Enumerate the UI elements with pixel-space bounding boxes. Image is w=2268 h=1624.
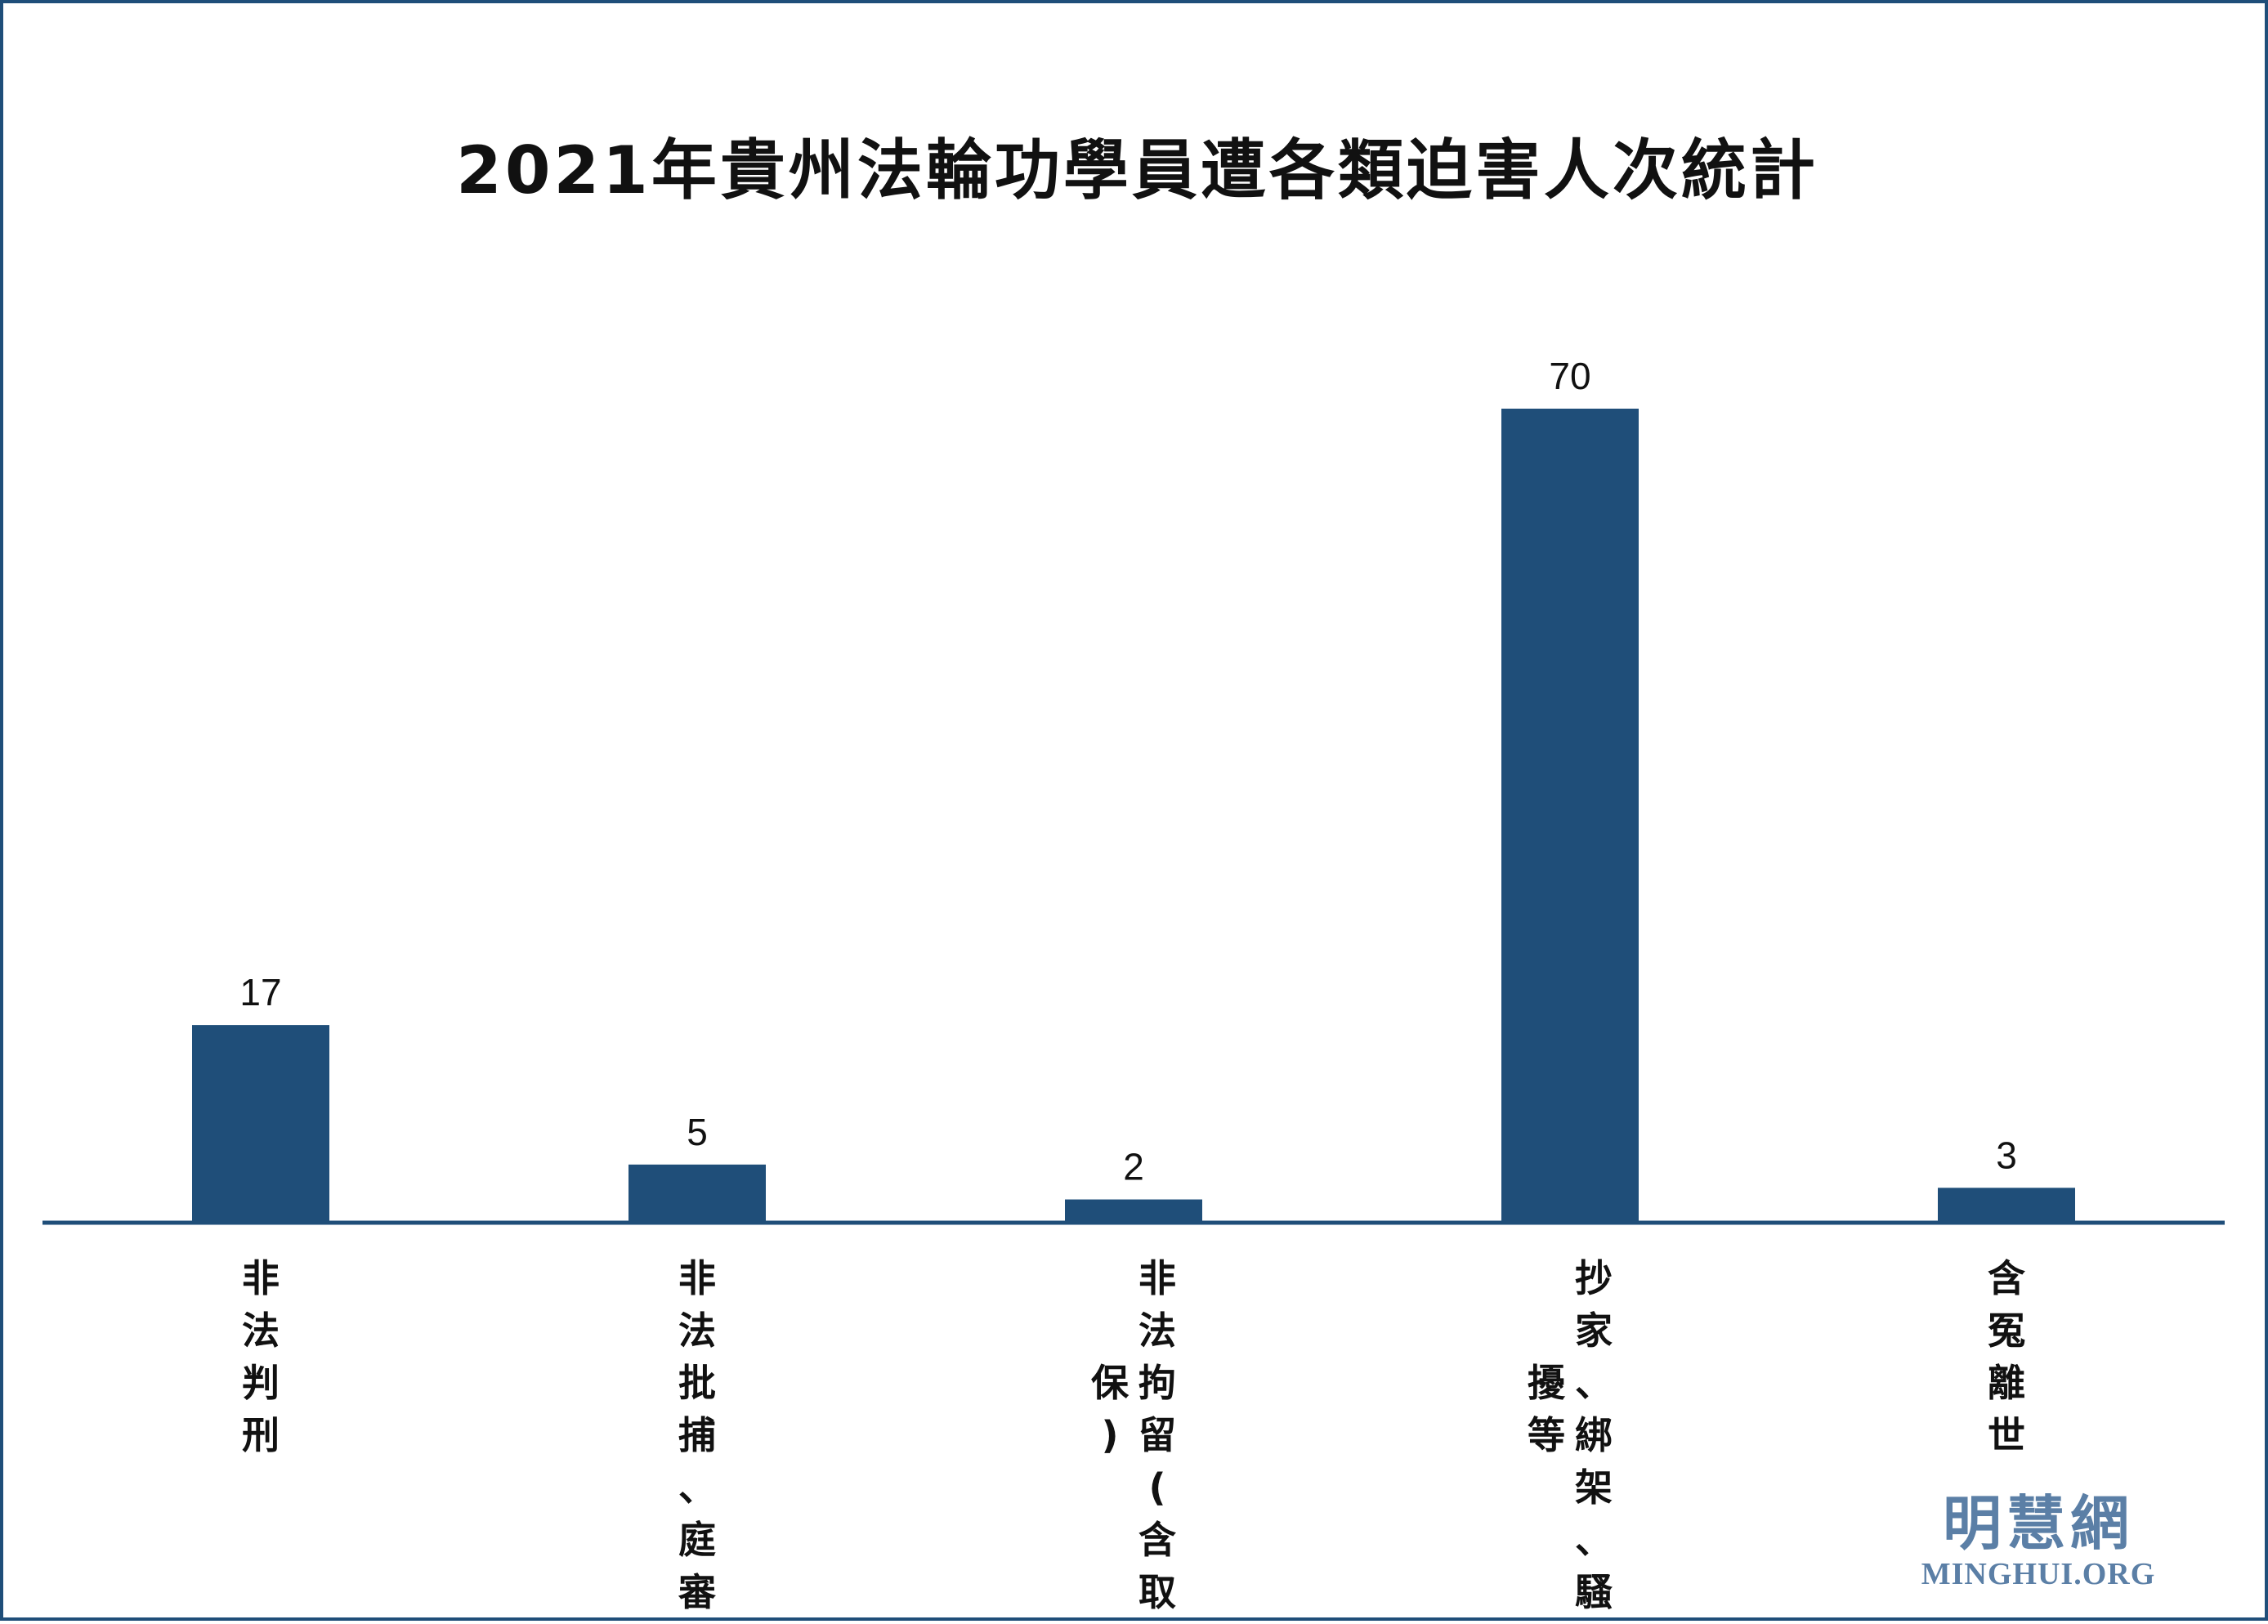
category-label-2-col-0: 非法拘留(含取 — [1138, 1256, 1176, 1614]
data-label-0: 17 — [239, 971, 281, 1013]
bar-4 — [1938, 1188, 2075, 1223]
bar-2 — [1065, 1199, 1202, 1223]
bar-3 — [1501, 409, 1639, 1223]
data-label-4: 3 — [1996, 1134, 2017, 1176]
data-label-1: 5 — [687, 1111, 708, 1153]
category-label-1-col-0: 非法批捕、庭審 — [678, 1256, 716, 1614]
category-label-3-col-0: 抄家、綁架、騷 — [1575, 1256, 1613, 1614]
category-label-4-col-0: 含冤離世 — [1988, 1256, 2025, 1457]
data-label-2: 2 — [1123, 1146, 1144, 1188]
logo-chinese-text: 明慧網 — [1942, 1488, 2134, 1558]
chart-title: 2021年貴州法輪功學員遭各類迫害人次統計 — [456, 132, 1818, 208]
minghui-logo: 明慧網 MINGHUI.ORG — [1883, 1491, 2194, 1592]
bar-0 — [192, 1025, 329, 1223]
category-label-2-col-1: 保) — [1091, 1361, 1129, 1457]
data-label-3: 70 — [1549, 355, 1590, 397]
category-label-3-col-1: 擾等 — [1528, 1361, 1565, 1457]
logo-english-text: MINGHUI.ORG — [1921, 1557, 2156, 1591]
bar-chart: 17 5 2 70 3 — [42, 355, 2225, 1225]
bar-1 — [629, 1164, 766, 1223]
category-label-0-col-0: 非法判刑 — [242, 1256, 280, 1457]
